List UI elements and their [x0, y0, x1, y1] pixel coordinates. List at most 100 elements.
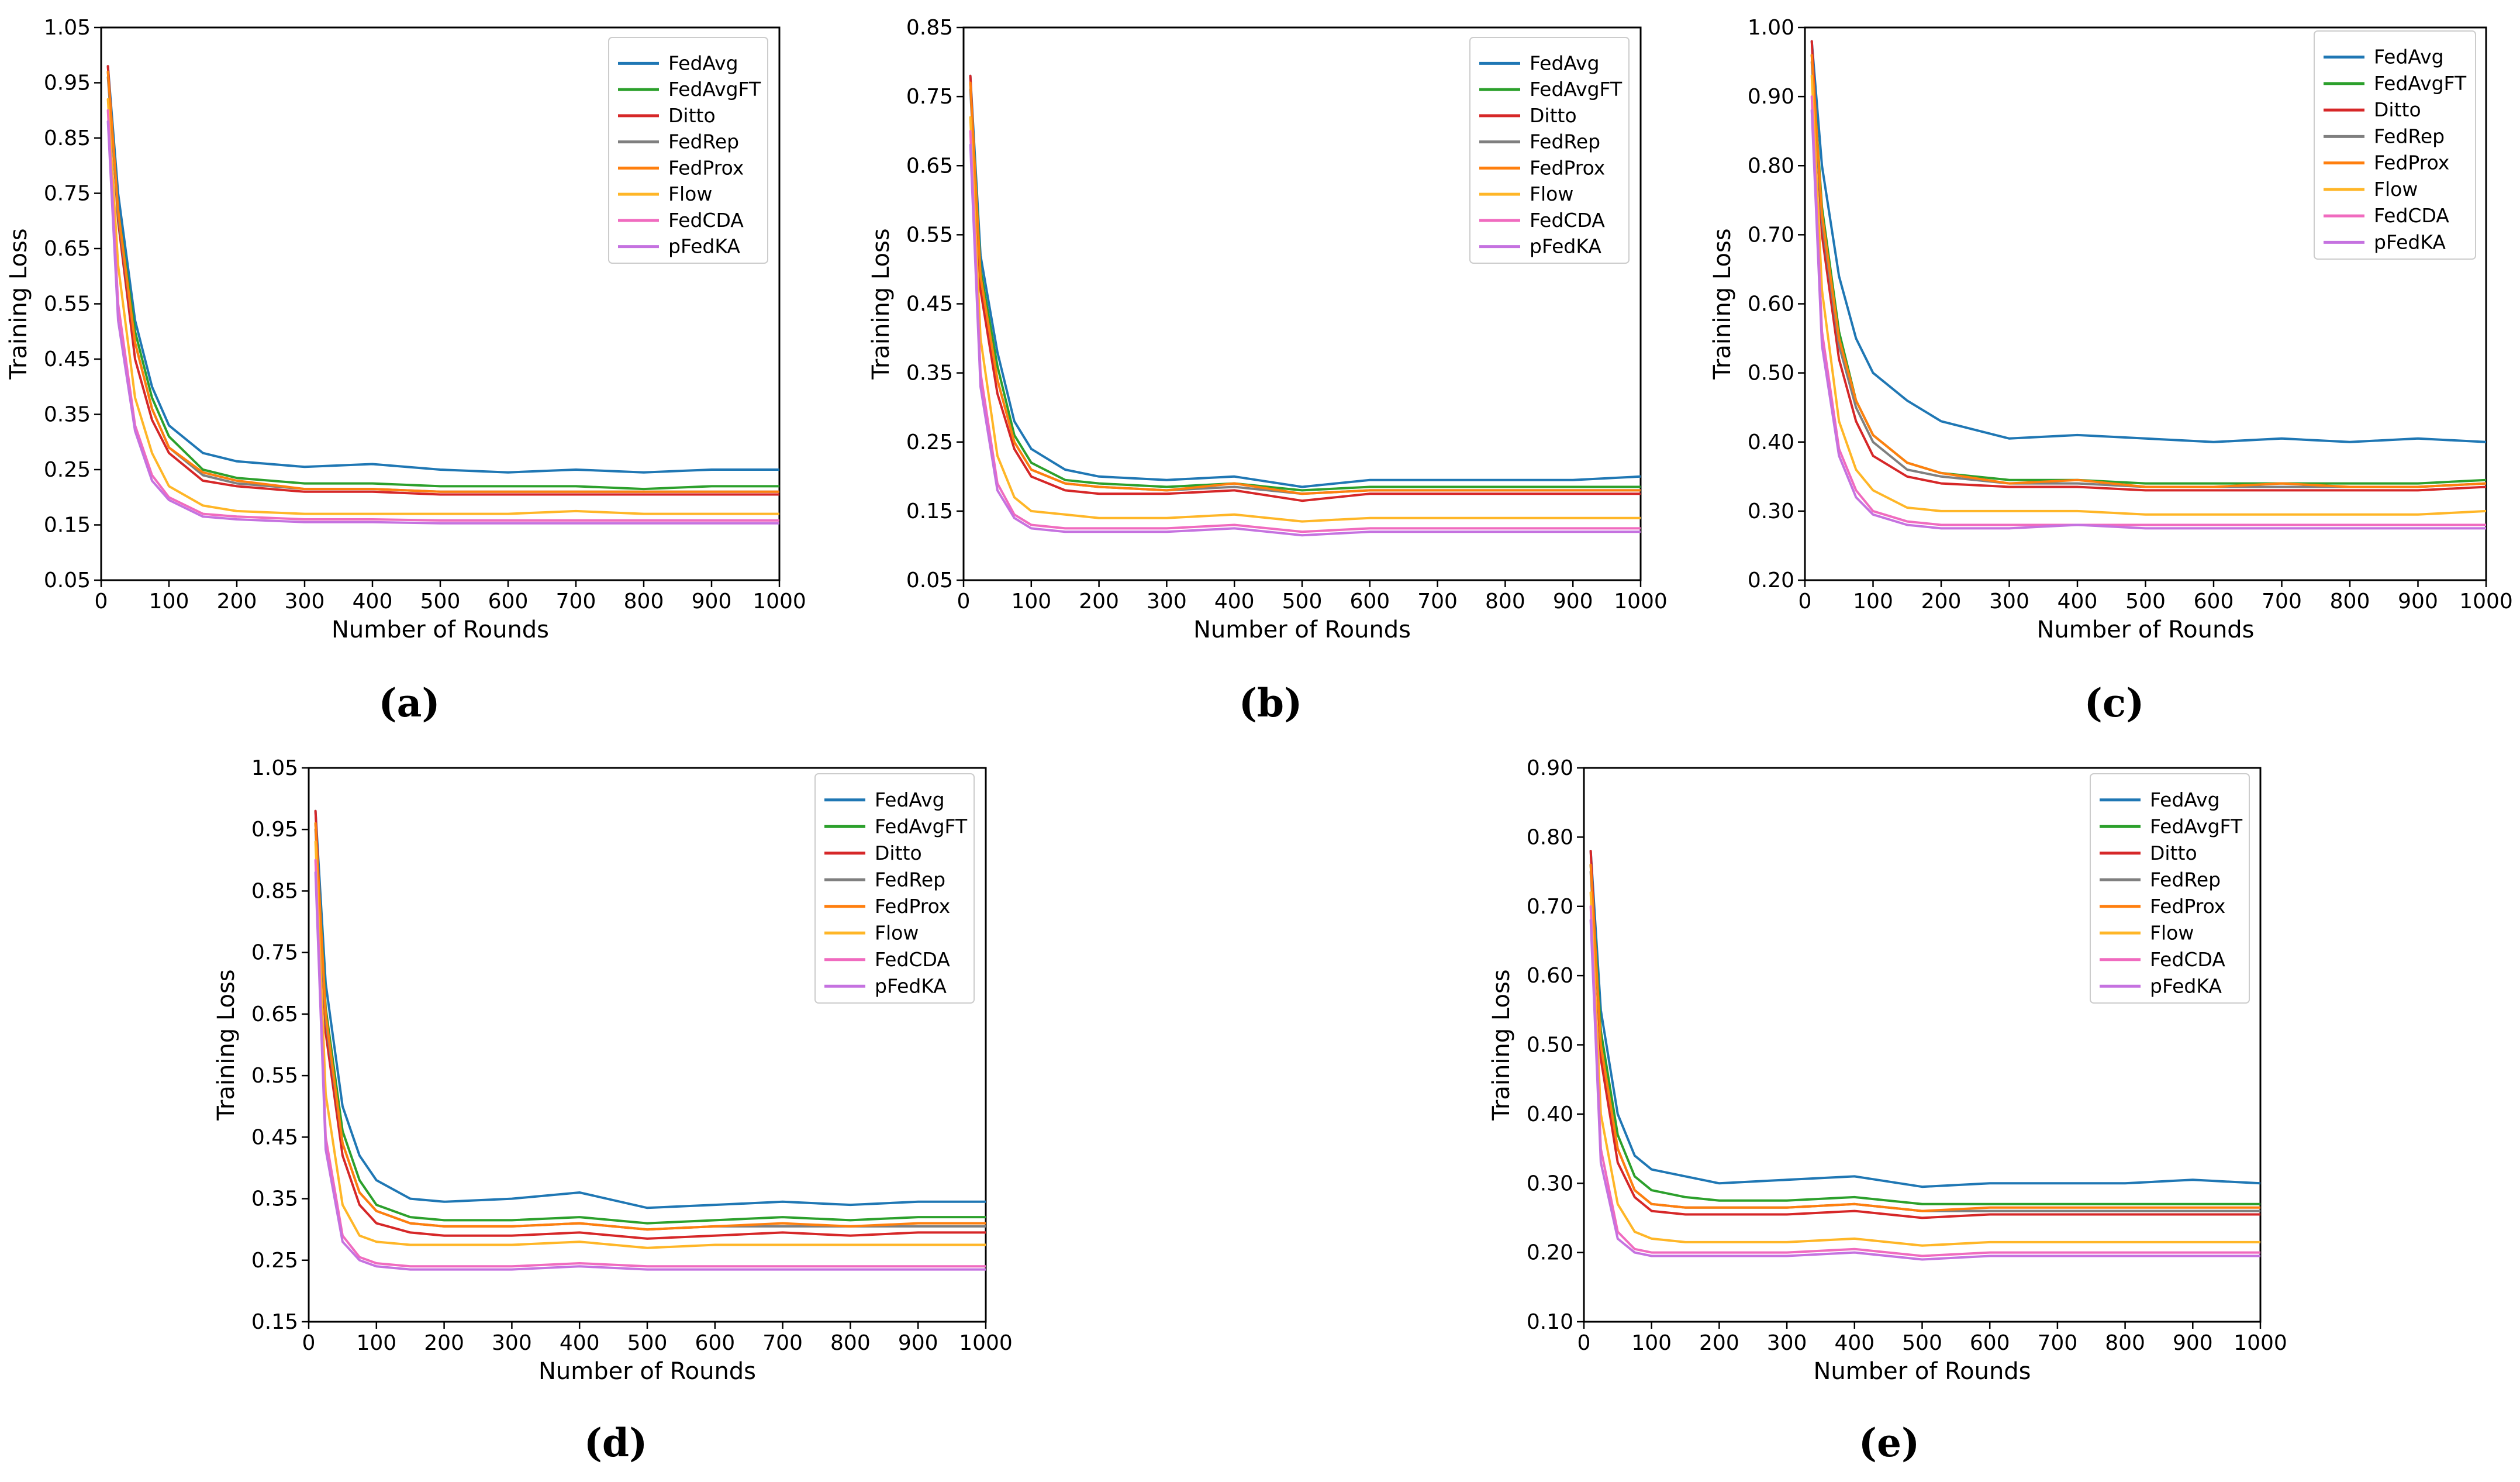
chart-panel-d: 0 100 200 300 400 500 600 700 800 900 1000 0.15 0.25… [213, 756, 1013, 1466]
x-tick-label: 100 [149, 590, 189, 614]
legend-box [2090, 773, 2250, 1004]
series-line-pfedka [1589, 919, 2260, 1261]
legend-entry-fedavgft: FedAvgFT [668, 78, 761, 101]
series-line-ditto [1589, 850, 2260, 1219]
x-axis-label: Number of Rounds [332, 616, 549, 643]
legend-entry-fedprox: FedProx [875, 895, 950, 918]
x-tick-label: 1000 [959, 1331, 1013, 1355]
y-tick-label: 0.70 [1748, 223, 1794, 247]
legend-entry-pfedka: pFedKA [875, 974, 947, 997]
x-tick-label: 200 [1921, 590, 1962, 614]
series-line-fedavgft [1589, 863, 2260, 1205]
x-tick-label: 900 [1553, 590, 1593, 614]
x-tick-label: 600 [695, 1331, 735, 1355]
chart-panel-c: 0 100 200 300 400 500 600 700 800 900 1000 0.20 0.30… [1709, 16, 2513, 726]
legend-entry-ditto: Ditto [2374, 98, 2421, 121]
legend-entry-fedcda: FedCDA [1530, 209, 1605, 232]
series-line-fedprox [106, 70, 779, 493]
y-tick-label: 0.50 [1748, 361, 1794, 385]
y-tick-label: 0.65 [251, 1002, 298, 1026]
x-tick-label: 900 [898, 1331, 938, 1355]
series-line-fedprox [969, 81, 1641, 495]
x-tick-label: 1000 [1614, 590, 1668, 614]
y-tick-label: 0.70 [1527, 895, 1573, 919]
series-line-fedavgft [106, 70, 779, 491]
y-tick-label: 0.45 [251, 1125, 298, 1149]
x-tick-label: 0 [1798, 590, 1812, 614]
series-line-fedavg [969, 74, 1641, 488]
chart-panel-e: 0 100 200 300 400 500 600 700 800 900 1000 0.10 0.20… [1488, 756, 2287, 1466]
y-tick-label: 0.55 [251, 1064, 298, 1088]
series-line-fedavgft [1810, 54, 2486, 485]
legend: FedAvg FedAvgFT Ditto FedRep FedProx Flow FedC… [2090, 773, 2250, 1004]
legend: FedAvg FedAvgFT Ditto FedRep FedProx Flow FedC… [608, 37, 768, 264]
y-tick-label: 0.95 [251, 818, 298, 842]
x-tick-label: 300 [285, 590, 325, 614]
x-axis-label: Number of Rounds [2036, 616, 2254, 643]
series-line-ditto [314, 809, 986, 1240]
x-tick-label: 0 [95, 590, 108, 614]
y-axis-label: Training Loss [868, 228, 895, 380]
legend-entry-flow: Flow [2374, 178, 2418, 201]
legend-box [1469, 37, 1630, 264]
series-line-flow [1589, 891, 2260, 1247]
panel-caption: (e) [1859, 1420, 1920, 1466]
x-tick-label: 0 [302, 1331, 316, 1355]
x-tick-label: 500 [627, 1331, 668, 1355]
y-tick-label: 0.15 [44, 513, 91, 537]
y-tick-label: 0.30 [1527, 1171, 1573, 1195]
y-tick-label: 0.35 [44, 403, 91, 427]
y-axis-label: Training Loss [1709, 228, 1736, 380]
series-line-flow [969, 116, 1641, 523]
legend-entry-ditto: Ditto [2150, 842, 2197, 864]
x-tick-label: 500 [2125, 590, 2166, 614]
x-tick-label: 800 [1485, 590, 1525, 614]
series-lines [1810, 40, 2486, 530]
x-tick-label: 800 [2105, 1331, 2145, 1355]
y-tick-label: 0.20 [1527, 1241, 1573, 1265]
panel-caption: (c) [2084, 680, 2145, 726]
series-line-fedavg [1589, 850, 2260, 1188]
x-tick-label: 700 [2038, 1331, 2078, 1355]
x-tick-label: 600 [1970, 1331, 2010, 1355]
legend-entry-fedavgft: FedAvgFT [875, 815, 968, 837]
x-tick-label: 400 [560, 1331, 600, 1355]
x-tick-label: 500 [1282, 590, 1323, 614]
y-axis-label: Training Loss [1488, 969, 1515, 1121]
y-axis-label: Training Loss [213, 969, 240, 1121]
x-tick-label: 600 [2194, 590, 2234, 614]
y-tick-label: 0.75 [251, 941, 298, 965]
chart-panel-b: 0 100 200 300 400 500 600 700 800 900 1000 0.05 0.15… [868, 16, 1668, 726]
x-tick-label: 400 [2058, 590, 2098, 614]
x-tick-label: 100 [356, 1331, 396, 1355]
legend-entry-ditto: Ditto [1530, 104, 1577, 127]
series-line-flow [106, 98, 779, 515]
series-line-fedavgft [969, 81, 1641, 492]
y-tick-label: 0.40 [1527, 1102, 1573, 1126]
x-tick-label: 700 [556, 590, 596, 614]
y-tick-label: 0.30 [1748, 499, 1794, 523]
legend-box [2314, 30, 2476, 260]
legend-entry-fedprox: FedProx [2150, 895, 2225, 918]
x-axis-label: Number of Rounds [538, 1358, 756, 1385]
legend-entry-fedrep: FedRep [2150, 868, 2221, 891]
legend-entry-fedavg: FedAvg [2150, 788, 2220, 811]
y-tick-label: 1.05 [251, 756, 298, 780]
legend-entry-pfedka: pFedKA [1530, 235, 1601, 258]
x-tick-label: 600 [488, 590, 529, 614]
series-line-fedcda [106, 109, 779, 522]
y-tick-label: 0.90 [1748, 85, 1794, 109]
y-tick-label: 1.05 [44, 16, 91, 40]
y-tick-label: 0.25 [44, 458, 91, 482]
series-line-fedcda [314, 859, 986, 1268]
x-tick-label: 1000 [752, 590, 806, 614]
x-tick-label: 200 [1699, 1331, 1739, 1355]
series-line-fedavg [314, 809, 986, 1209]
legend-entry-fedrep: FedRep [1530, 130, 1600, 153]
legend-entry-fedavgft: FedAvgFT [2150, 815, 2243, 837]
legend: FedAvg FedAvgFT Ditto FedRep FedProx Flow FedC… [2314, 30, 2476, 260]
y-tick-label: 0.05 [44, 568, 91, 592]
legend: FedAvg FedAvgFT Ditto FedRep FedProx Flow FedC… [1469, 37, 1630, 264]
x-tick-label: 200 [424, 1331, 464, 1355]
